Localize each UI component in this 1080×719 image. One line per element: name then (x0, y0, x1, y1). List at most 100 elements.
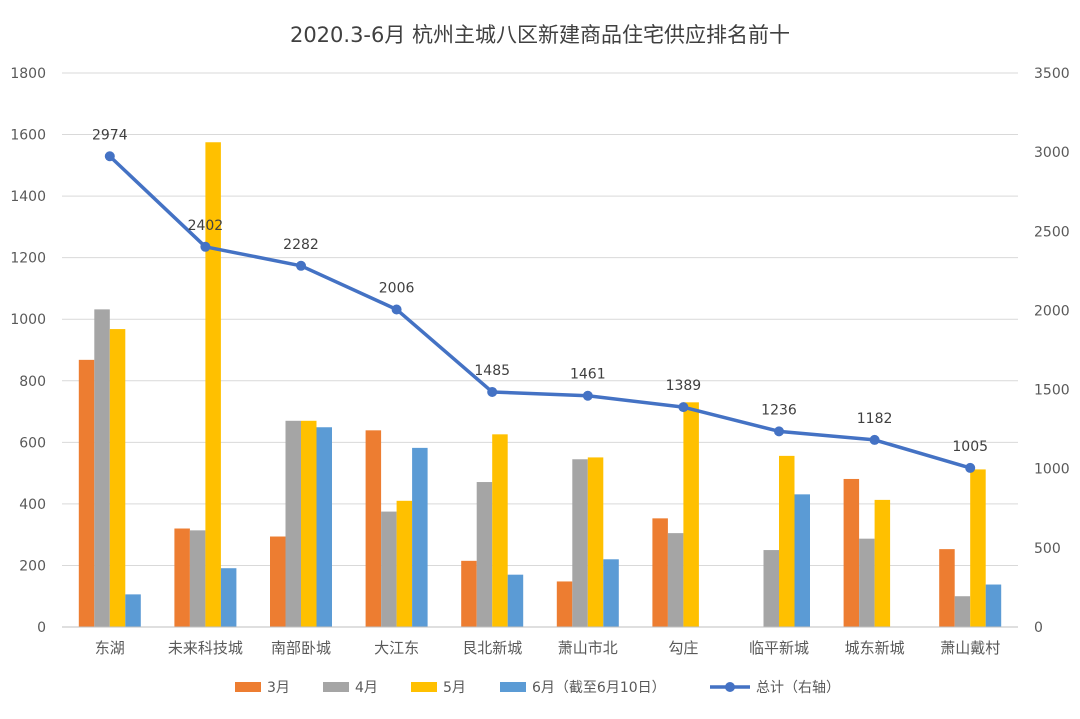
category-label: 萧山戴村 (940, 639, 1000, 657)
left-tick-label: 1200 (10, 251, 46, 267)
x-axis: 东湖 未来科技城 南部卧城 大江东 艮北新城 萧山市北 勾庄 临平新城 城东新城 萧山戴村 (62, 626, 1018, 657)
legend-label: 6月（截至6月10日） (532, 680, 666, 696)
bar (220, 568, 237, 627)
legend-label: 3月 (267, 680, 290, 696)
left-tick-label: 800 (19, 374, 46, 390)
bar (205, 142, 221, 627)
total-data-label: 1461 (570, 367, 606, 383)
total-data-label: 2974 (92, 127, 128, 143)
legend-swatch (235, 682, 261, 692)
total-data-label: 2006 (379, 280, 415, 296)
bar (189, 530, 206, 627)
bar (603, 559, 619, 627)
bar (683, 402, 699, 627)
left-tick-label: 1800 (10, 66, 46, 82)
legend: 3月 4月 5月 6月（截至6月10日） 总计（右轴） (235, 680, 840, 696)
total-point (965, 462, 976, 473)
bar (507, 574, 524, 627)
gridlines (62, 72, 1018, 566)
category-label: 临平新城 (749, 639, 809, 657)
total-point (391, 304, 402, 315)
left-tick-label: 600 (19, 435, 46, 451)
bar (779, 455, 795, 627)
bar (381, 511, 397, 627)
legend-swatch (411, 682, 437, 692)
legend-marker (725, 682, 735, 692)
left-tick-label: 1600 (10, 128, 46, 144)
legend-label: 总计（右轴） (756, 680, 840, 696)
total-point (487, 386, 498, 397)
legend-swatch (500, 682, 526, 692)
legend-swatch (323, 682, 349, 692)
left-tick-label: 400 (19, 497, 46, 513)
bar (572, 459, 588, 627)
left-tick-label: 200 (19, 558, 46, 574)
bar (270, 536, 286, 627)
right-tick-label: 1500 (1034, 383, 1070, 399)
right-tick-label: 3000 (1034, 145, 1070, 161)
bar (365, 430, 382, 627)
left-axis: 0 200 400 600 800 1000 1200 1400 1600 1800 (10, 66, 46, 636)
total-point (104, 151, 115, 162)
bar (874, 499, 891, 627)
bar (301, 420, 317, 627)
total-point (869, 434, 880, 445)
legend-label: 5月 (443, 680, 466, 696)
right-tick-label: 0 (1034, 620, 1043, 636)
category-label: 南部卧城 (271, 639, 331, 657)
right-tick-label: 2500 (1034, 224, 1070, 240)
category-label: 艮北新城 (462, 639, 522, 657)
right-tick-label: 500 (1034, 541, 1061, 557)
total-line-path (108, 154, 971, 470)
bar (954, 596, 971, 627)
total-data-label: 1485 (474, 363, 510, 379)
total-point (582, 390, 593, 401)
right-tick-label: 2000 (1034, 303, 1070, 319)
total-data-label: 1005 (952, 439, 988, 455)
category-label: 城东新城 (845, 639, 905, 657)
bar (843, 478, 860, 627)
total-data-label: 2402 (188, 218, 224, 234)
total-data-label: 1236 (761, 402, 797, 418)
total-point (678, 402, 689, 413)
total-line: 2974 2402 2282 2006 1485 1461 1389 1236 1182 1005 (92, 127, 988, 473)
bar (587, 457, 604, 627)
left-tick-label: 1400 (10, 189, 46, 205)
bar (78, 359, 95, 627)
total-data-label: 1389 (666, 378, 702, 394)
category-label: 萧山市北 (558, 639, 618, 657)
bar (285, 420, 301, 627)
total-point (296, 260, 306, 271)
bar (174, 528, 190, 627)
category-label: 未来科技城 (168, 639, 243, 657)
right-axis: 0 500 1000 1500 2000 2500 3000 3500 (1034, 66, 1070, 636)
bar (667, 533, 684, 627)
bar (461, 560, 477, 627)
total-data-label: 1182 (857, 411, 893, 427)
bar (476, 482, 493, 627)
left-tick-label: 1000 (10, 312, 46, 328)
category-label: 勾庄 (668, 639, 698, 657)
total-point (774, 426, 784, 437)
total-data-label: 2282 (283, 237, 319, 253)
chart-title: 2020.3-6月 杭州主城八区新建商品住宅供应排名前十 (290, 23, 790, 47)
bar (970, 469, 986, 627)
bar (859, 538, 875, 627)
category-label: 东湖 (95, 639, 125, 657)
bar (985, 584, 1002, 627)
right-tick-label: 1000 (1034, 462, 1070, 478)
right-tick-label: 3500 (1034, 66, 1070, 82)
bar (125, 594, 141, 627)
bar (763, 550, 779, 627)
bar (396, 500, 413, 627)
bar (316, 427, 332, 627)
bar (412, 447, 428, 627)
bars (78, 142, 1002, 627)
bar (794, 494, 810, 627)
total-point (200, 241, 211, 252)
legend-label: 4月 (355, 680, 378, 696)
bar (94, 309, 110, 627)
bar (652, 518, 668, 627)
